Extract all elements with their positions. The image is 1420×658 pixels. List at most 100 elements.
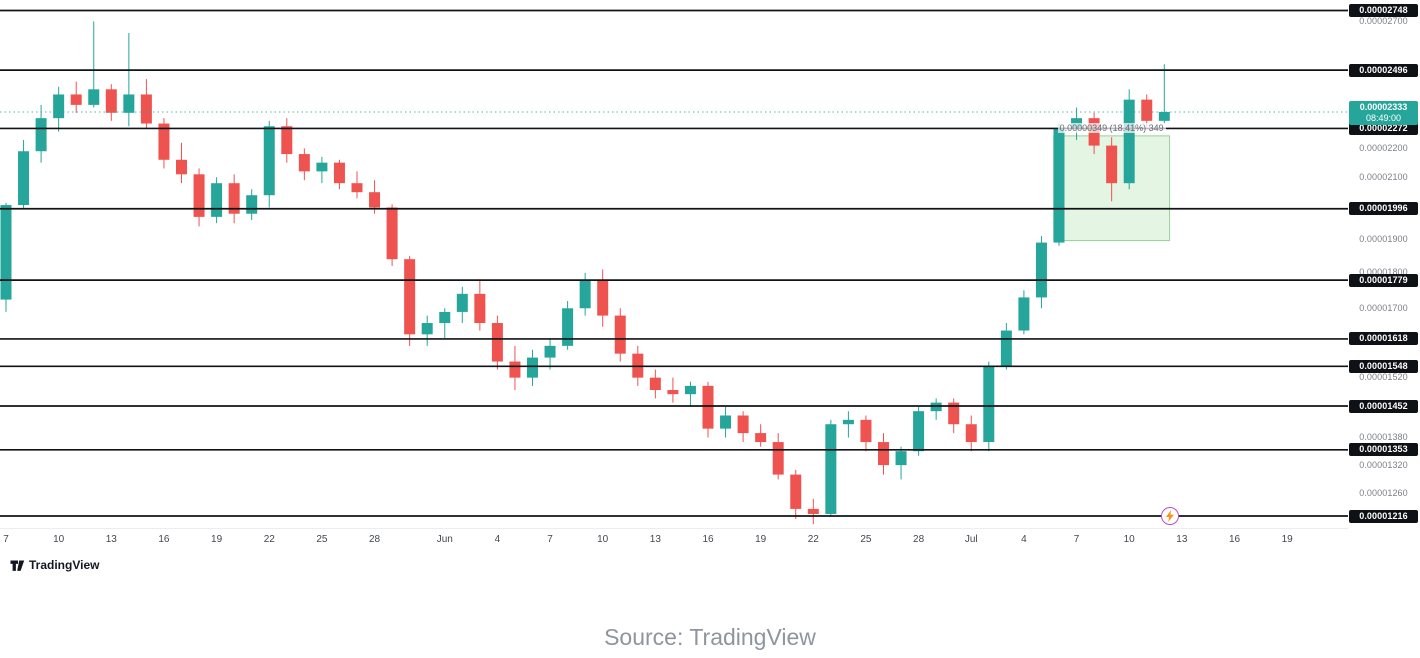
candle-body <box>720 415 732 429</box>
candle-body <box>193 174 205 217</box>
key-level-price-label: 0.00001996 <box>1349 202 1418 216</box>
candle-body <box>878 442 889 466</box>
candle-body <box>983 365 995 443</box>
candle-body <box>860 419 872 443</box>
candle-body <box>18 151 30 206</box>
candle-body <box>965 424 977 443</box>
candle-body <box>1141 99 1153 121</box>
price-axis-label: 0.00001700 <box>1359 302 1408 313</box>
candle-body <box>158 123 170 160</box>
time-axis-label: 13 <box>105 534 117 545</box>
price-axis-label: 0.00001900 <box>1359 233 1408 244</box>
time-axis-label: 10 <box>1123 534 1135 545</box>
candle-body <box>1053 128 1065 243</box>
candle-body <box>737 415 749 434</box>
candle-body <box>404 259 416 335</box>
price-axis-label: 0.00001380 <box>1359 432 1408 443</box>
candle-body <box>474 293 486 324</box>
candle-body <box>614 315 626 354</box>
time-axis-label: Jul <box>964 534 978 545</box>
candle-body <box>351 183 363 193</box>
time-axis-label: 10 <box>597 534 609 545</box>
candle-body <box>421 323 433 335</box>
price-axis-label: 0.00001800 <box>1359 267 1408 278</box>
candle-body <box>895 451 907 466</box>
time-axis-label: 7 <box>547 534 553 545</box>
candle-body <box>1018 297 1030 331</box>
key-level-price-label: 0.00002748 <box>1349 4 1418 17</box>
candle-body <box>0 205 12 300</box>
candle-body <box>281 126 293 155</box>
candle-body <box>70 94 82 105</box>
time-axis-label: 19 <box>211 534 223 545</box>
candle-body <box>562 308 574 346</box>
time-axis-label: 10 <box>53 534 65 545</box>
candle-body <box>790 474 802 509</box>
price-chart[interactable]: 0.00000349 (18.41%) 349 <box>0 0 1348 532</box>
key-level-price-label: 0.00001452 <box>1349 399 1418 413</box>
candle-body <box>298 154 310 172</box>
time-axis-label: 25 <box>316 534 328 545</box>
tradingview-logo-icon <box>10 560 25 571</box>
candle-body <box>807 508 819 514</box>
candle-body <box>246 195 258 214</box>
current-price-value: 0.00002333 <box>1359 102 1408 112</box>
time-axis-label: 4 <box>494 534 501 545</box>
candle-body <box>1158 112 1170 121</box>
time-axis[interactable]: 7 10 13 16 19 22 25 28 Jun 4 7 10 13 16 19 22 25 28 Jul 4 7 1… <box>0 528 1348 552</box>
candle-body <box>579 279 591 309</box>
candle-body <box>491 323 503 362</box>
current-price-label: 0.00002333 08:49:00 <box>1349 101 1418 125</box>
price-axis-label: 0.00001320 <box>1359 459 1408 470</box>
position-range-label: 0.00000349 (18.41%) 349 <box>1057 122 1166 133</box>
candle-body <box>123 94 135 113</box>
time-axis-label: 22 <box>263 534 275 545</box>
time-axis-label: 7 <box>3 534 9 545</box>
candle-body <box>755 433 767 443</box>
candle-body <box>105 89 117 113</box>
candle-body <box>527 357 538 378</box>
time-axis-label: 13 <box>649 534 661 545</box>
price-axis-label: 0.00002200 <box>1359 142 1408 153</box>
candle-body <box>1123 99 1135 184</box>
candle-body <box>772 442 784 475</box>
candle-body <box>667 390 679 395</box>
candle-body <box>263 126 275 196</box>
key-level-price-label: 0.00001216 <box>1349 509 1418 523</box>
candle-body <box>88 89 100 105</box>
candle-body <box>333 162 345 184</box>
time-axis-label: 22 <box>807 534 819 545</box>
candle-body <box>948 402 960 425</box>
price-axis-label: 0.00001260 <box>1359 488 1408 499</box>
time-axis-label: 16 <box>158 534 170 545</box>
candle-body <box>35 118 47 152</box>
candle-body <box>140 94 152 124</box>
candle-body <box>544 345 556 358</box>
key-level-price-label: 0.00002496 <box>1349 63 1418 77</box>
candle-body <box>369 192 381 208</box>
tradingview-logo[interactable]: TradingView <box>10 558 99 572</box>
time-axis-label: 16 <box>702 534 714 545</box>
key-level-price-label: 0.00002272 <box>1349 121 1418 135</box>
lightning-bolt-glyph <box>1165 510 1174 522</box>
candle-body <box>913 411 925 452</box>
tradingview-logo-text: TradingView <box>29 558 100 572</box>
chart-canvas[interactable] <box>0 0 1348 532</box>
candle-body <box>649 377 661 391</box>
candle-body <box>456 293 468 312</box>
price-axis[interactable]: 0.00002333 08:49:00 0.00002748 0.00002700… <box>1348 0 1420 532</box>
candle-body <box>597 279 609 316</box>
candle-body <box>316 162 328 172</box>
time-axis-label: 19 <box>1281 534 1293 545</box>
candle-body <box>228 183 240 214</box>
time-axis-label: 25 <box>860 534 872 545</box>
candle-body <box>211 183 223 217</box>
candle-body <box>684 385 696 395</box>
time-axis-label: 13 <box>1176 534 1188 545</box>
candle-body <box>930 402 942 412</box>
candle-body <box>1106 145 1118 184</box>
candle-body <box>176 159 187 175</box>
candle-countdown: 08:49:00 <box>1365 113 1402 123</box>
lightning-icon[interactable] <box>1160 507 1179 525</box>
